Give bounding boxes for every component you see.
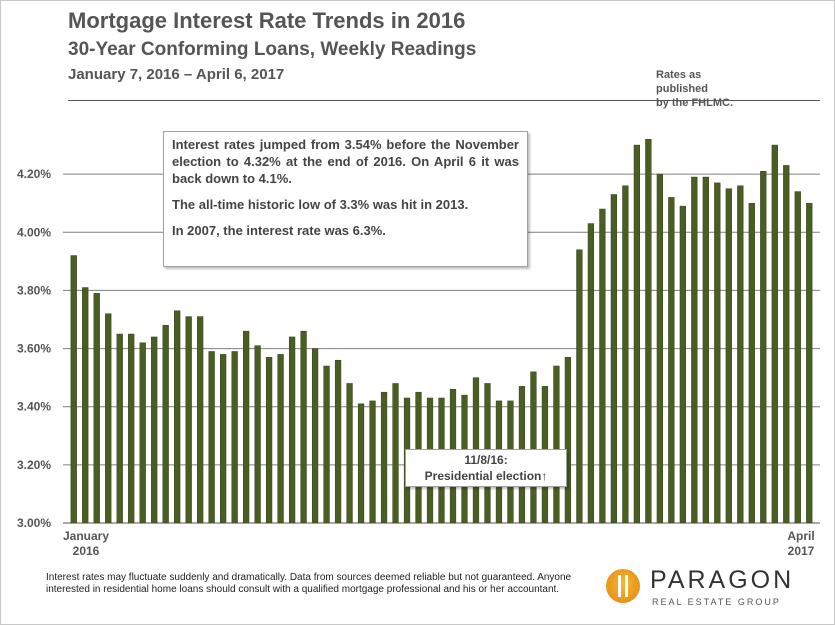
- bar: [151, 336, 158, 524]
- header-divider: [68, 100, 820, 101]
- bar: [128, 333, 135, 524]
- y-tick-label: 4.20%: [17, 167, 51, 181]
- bar: [392, 383, 399, 524]
- bar: [622, 185, 629, 524]
- bar: [369, 400, 376, 524]
- election-date: 11/8/16:: [464, 453, 508, 467]
- bar: [610, 194, 618, 524]
- bar: [288, 336, 296, 524]
- bar: [197, 316, 204, 524]
- bar: [243, 330, 250, 524]
- bar: [334, 359, 342, 524]
- bar: [714, 182, 721, 524]
- y-tick-label: 3.80%: [17, 283, 51, 297]
- bar: [748, 202, 755, 524]
- bar: [668, 197, 675, 524]
- bar: [174, 310, 181, 524]
- bar: [311, 348, 319, 524]
- bar: [300, 330, 307, 524]
- bar: [530, 371, 537, 524]
- annotation-text-1: Interest rates jumped from 3.54% before …: [172, 137, 519, 186]
- y-tick-label: 3.20%: [17, 458, 51, 472]
- bar: [783, 165, 790, 524]
- bar: [277, 354, 284, 524]
- bar: [70, 255, 77, 524]
- bar: [760, 170, 767, 524]
- bar: [231, 351, 238, 524]
- bar: [587, 223, 595, 524]
- y-tick-label: 4.00%: [17, 225, 51, 239]
- source-note-line1: Rates as published: [656, 69, 708, 95]
- bar: [346, 383, 353, 524]
- logo-tagline: REAL ESTATE GROUP: [652, 597, 781, 607]
- annotation-text-3: In 2007, the interest rate was 6.3%.: [172, 223, 386, 238]
- disclaimer: Interest rates may fluctuate suddenly an…: [46, 572, 572, 595]
- bar: [82, 287, 89, 524]
- bar: [737, 185, 744, 524]
- bar: [553, 365, 560, 524]
- bar: [771, 144, 778, 524]
- x-label-end: 2017: [788, 544, 815, 558]
- y-tick-label: 3.60%: [17, 342, 51, 356]
- x-label-end: April: [787, 529, 814, 543]
- bar: [794, 191, 801, 524]
- bar: [162, 325, 169, 524]
- bar: [679, 205, 686, 524]
- bar: [105, 313, 112, 524]
- bar: [633, 144, 640, 524]
- paragon-logo-icon: [606, 569, 640, 603]
- bar: [208, 351, 215, 524]
- annotation-box: Interest rates jumped from 3.54% before …: [163, 131, 528, 267]
- bar: [691, 176, 698, 524]
- bar: [323, 365, 330, 524]
- bar: [599, 208, 606, 524]
- bar: [254, 345, 261, 524]
- bar: [93, 293, 100, 524]
- y-tick-labels: 3.00% 3.20% 3.40% 3.60% 3.80% 4.00% 4.20%: [17, 167, 51, 530]
- bar: [564, 357, 572, 524]
- bar: [576, 249, 583, 524]
- y-tick-label: 3.00%: [17, 516, 51, 530]
- chart-subtitle: 30-Year Conforming Loans, Weekly Reading…: [68, 39, 477, 60]
- logo-name: PARAGON: [650, 566, 795, 594]
- bar: [702, 176, 709, 524]
- x-label-start: 2016: [73, 544, 100, 558]
- bar: [725, 188, 732, 524]
- election-label: 11/8/16: Presidential election↑: [405, 449, 567, 487]
- bar: [265, 357, 273, 524]
- bar: [220, 354, 227, 524]
- bar: [656, 173, 663, 524]
- bar: [806, 202, 813, 524]
- bar: [116, 333, 123, 524]
- bar: [139, 342, 146, 524]
- date-range: January 7, 2016 – April 6, 2017: [68, 66, 285, 83]
- chart-title: Mortgage Interest Rate Trends in 2016: [68, 8, 466, 33]
- election-text: Presidential election↑: [424, 469, 548, 483]
- bar: [380, 391, 388, 524]
- bar: [645, 139, 652, 524]
- x-label-start: January: [63, 529, 109, 543]
- bar: [357, 403, 365, 524]
- bar: [185, 316, 192, 524]
- annotation-text-2: The all-time historic low of 3.3% was hi…: [172, 197, 469, 212]
- y-tick-label: 3.40%: [17, 400, 51, 414]
